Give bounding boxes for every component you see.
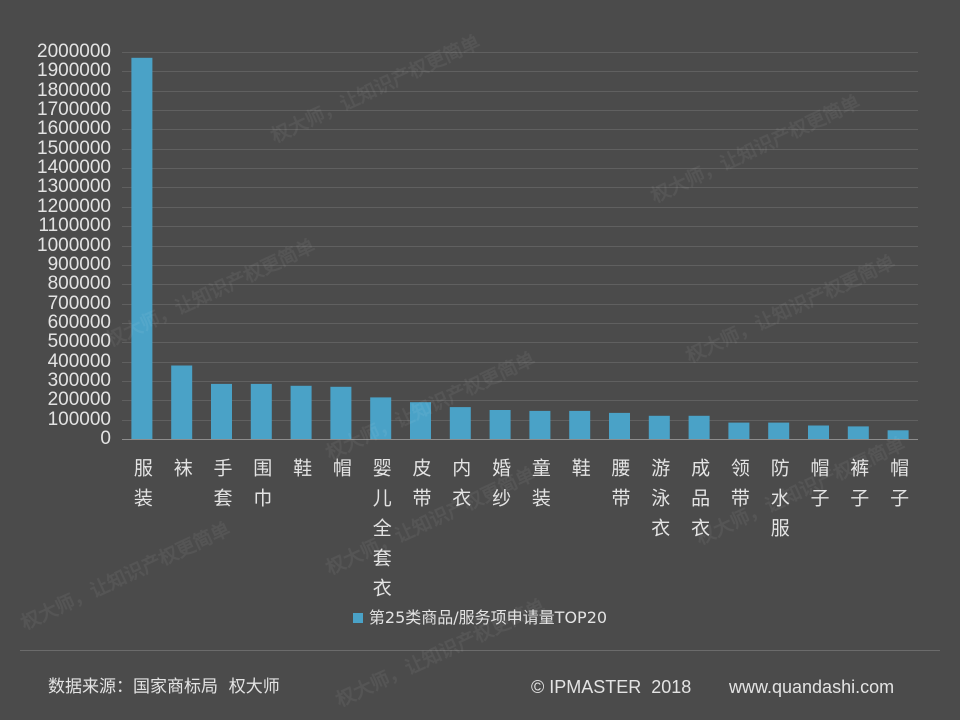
y-tick-label: 700000: [47, 292, 111, 314]
x-tick-label: 裤子: [847, 458, 870, 518]
bar-17: [768, 422, 790, 439]
bar-12: [569, 410, 591, 439]
y-tick-label: 1200000: [37, 195, 111, 217]
bar-8: [410, 402, 431, 439]
footer-divider: [20, 650, 940, 651]
y-tick-label: 1500000: [37, 137, 111, 159]
website: www.quandashi.com: [729, 677, 895, 697]
legend-label: 第25类商品/服务项申请量TOP20: [368, 608, 608, 627]
y-tick-label: 900000: [47, 253, 111, 275]
y-tick-label: 400000: [47, 350, 111, 372]
bar-6: [330, 386, 352, 439]
bar-19: [847, 426, 869, 439]
x-tick-label: 防水服: [767, 458, 790, 548]
data-source: 数据来源：国家商标局 权大师: [48, 677, 280, 697]
y-tick-label: 100000: [47, 408, 111, 430]
legend-swatch: [352, 613, 363, 623]
x-tick-label: 手套: [210, 458, 233, 518]
bar-2: [171, 365, 193, 439]
y-tick-label: 600000: [47, 311, 111, 333]
y-tick-label: 1700000: [37, 99, 111, 121]
x-tick-label: 鞋: [568, 458, 591, 488]
bar-4: [250, 383, 272, 439]
legend: 第25类商品/服务项申请量TOP20: [0, 607, 960, 629]
x-tick-label: 帽子: [807, 458, 830, 518]
bar-16: [728, 422, 750, 439]
bar-18: [808, 425, 829, 439]
bar-1: [131, 57, 153, 440]
y-tick-label: 800000: [47, 273, 111, 295]
y-tick-label: 1000000: [37, 234, 111, 256]
bar-13: [609, 412, 630, 439]
bar-5: [290, 385, 312, 439]
x-tick-label: 游泳衣: [648, 458, 671, 548]
x-tick-label: 鞋: [290, 458, 313, 488]
bar-7: [370, 397, 392, 439]
y-tick-label: 1400000: [37, 157, 111, 179]
copyright: © IPMASTER 2018: [531, 677, 692, 697]
y-tick-label: 200000: [47, 389, 111, 411]
x-tick-label: 童装: [528, 458, 551, 518]
x-tick-label: 婚纱: [489, 458, 512, 518]
bar-14: [648, 415, 670, 439]
y-tick-label: 1100000: [38, 215, 111, 237]
x-tick-label: 服装: [130, 458, 153, 518]
x-tick-label: 婴儿全套衣: [369, 458, 392, 608]
y-tick-label: 1900000: [37, 60, 111, 82]
bar-9: [449, 407, 471, 439]
x-tick-label: 帽子: [887, 458, 910, 518]
x-tick-label: 腰带: [608, 458, 631, 518]
x-tick-label: 皮带: [409, 458, 432, 518]
x-tick-label: 袜: [170, 458, 193, 488]
y-tick-label: 1300000: [37, 176, 111, 198]
bar-3: [211, 383, 232, 439]
y-tick-label: 0: [100, 428, 111, 449]
x-tick-label: 领带: [727, 458, 750, 518]
x-tick-label: 围巾: [250, 458, 273, 518]
y-tick-label: 500000: [47, 331, 111, 353]
y-tick-label: 300000: [47, 369, 111, 391]
y-tick-label: 1800000: [37, 79, 111, 101]
y-tick-label: 1600000: [37, 118, 111, 140]
x-tick-label: 成品衣: [688, 458, 711, 548]
bar-10: [489, 410, 511, 439]
x-tick-label: 内衣: [449, 458, 472, 518]
bar-20: [887, 430, 909, 439]
bar-11: [529, 410, 551, 439]
y-tick-label: 2000000: [37, 41, 111, 62]
bar-15: [688, 415, 710, 439]
x-tick-label: 帽: [329, 458, 352, 488]
